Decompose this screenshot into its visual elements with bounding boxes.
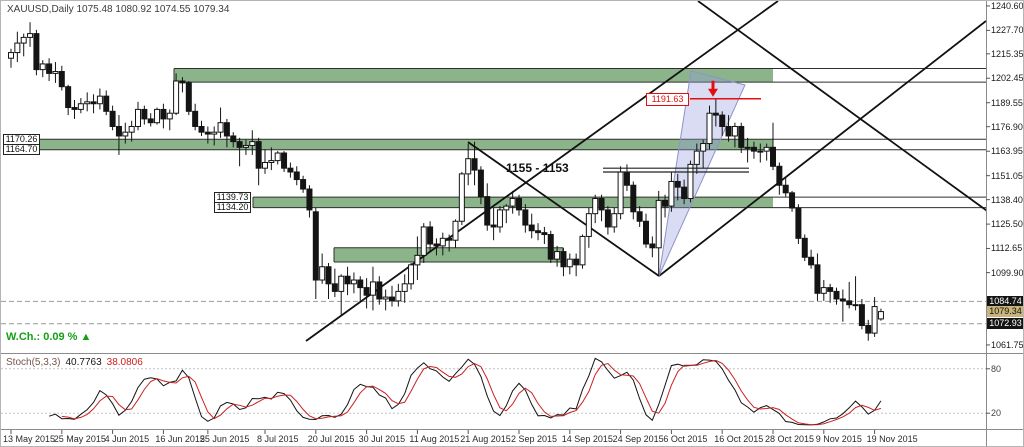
stoch-d-line [61, 359, 882, 426]
red-down-arrow-icon [708, 80, 718, 97]
weekly-change-value: 0.09 % [43, 331, 78, 343]
stoch-d-value: 38.0806 [106, 357, 143, 368]
chart-symbol-title: XAUUSD,Daily 1075.48 1080.92 1074.55 107… [7, 4, 230, 15]
zone-note-label: 1155 - 1153 [506, 161, 569, 175]
stoch-k-value: 40.7763 [65, 357, 102, 368]
stoch-indicator-label: Stoch(5,3,3) 40.7763 38.0806 [6, 357, 143, 368]
weekly-change-indicator: W.Ch.: 0.09 % ▲ [6, 331, 94, 343]
red-level-price-label: 1191.63 [646, 93, 689, 106]
weekly-change-label: W.Ch.: [6, 331, 41, 343]
up-triangle-icon: ▲ [80, 331, 92, 343]
stoch-name: Stoch(5,3,3) [6, 357, 61, 368]
stoch-k-line [48, 357, 882, 426]
